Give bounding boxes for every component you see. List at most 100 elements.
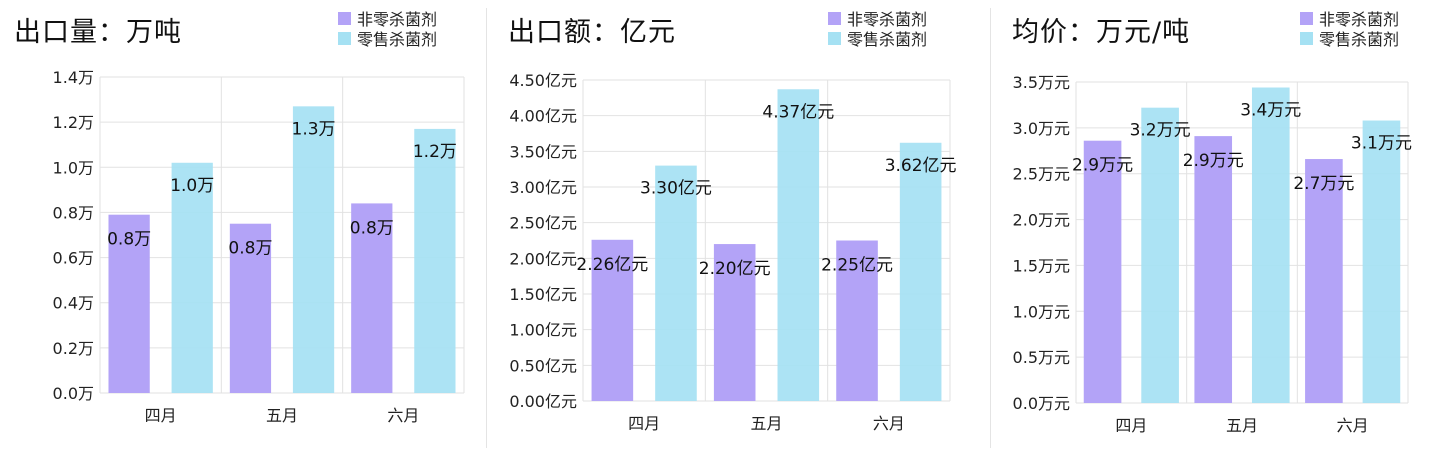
legend-swatch	[1300, 31, 1313, 45]
data-label: 3.30亿元	[640, 179, 712, 199]
bar-series-1	[777, 89, 820, 402]
legend: 非零杀菌剂 零售杀菌剂	[828, 8, 928, 49]
data-label: 2.25亿元	[821, 256, 893, 276]
bar-chart-export-value: 0.00亿元 0.50亿元 1.00亿元 1.50亿元 2.00亿元 2.50亿元 3.00…	[509, 71, 957, 433]
legend-item-series-1: 零售杀菌剂	[828, 28, 928, 49]
legend-item-series-0: 非零杀菌剂	[338, 8, 438, 29]
bar-series-0	[1305, 159, 1343, 403]
y-tick-label: 3.00亿元	[509, 178, 577, 197]
data-label: 3.1万元	[1351, 134, 1412, 154]
chart-panel-average-price: 均价：万元/吨 非零杀菌剂 零售杀菌剂 0.0万元 0.5万元 1.0万元 1.5万元…	[990, 0, 1442, 450]
chart-panel-export-volume: 出口量：万吨 非零杀菌剂 零售杀菌剂 0.0万 0.2万 0.4万 0.6万 0.8万 1…	[0, 0, 486, 450]
legend-label: 非零杀菌剂	[357, 10, 438, 29]
legend-swatch	[828, 31, 841, 45]
data-label: 1.3万	[292, 119, 336, 139]
y-tick-label: 1.0万元	[1013, 302, 1070, 321]
y-tick-label: 3.5万元	[1013, 73, 1070, 92]
chart-panel-export-value: 出口额：亿元 非零杀菌剂 零售杀菌剂 0.00亿元 0.50亿元 1.00亿元 1.5…	[486, 0, 990, 450]
data-label: 3.62亿元	[885, 156, 957, 176]
y-tick-label: 0.5万元	[1013, 348, 1070, 367]
y-tick-label: 2.50亿元	[509, 214, 577, 233]
y-tick-label: 4.50亿元	[509, 71, 577, 90]
data-label: 1.2万	[413, 142, 457, 162]
y-tick-label: 1.4万	[53, 68, 94, 87]
bar-series-1	[1362, 120, 1401, 404]
data-label: 4.37亿元	[762, 102, 834, 122]
legend-item-series-0: 非零杀菌剂	[1300, 8, 1400, 29]
data-label: 2.20亿元	[699, 259, 771, 279]
y-tick-label: 1.5万元	[1013, 256, 1070, 275]
y-tick-label: 1.0万	[53, 158, 94, 177]
legend-swatch	[1300, 11, 1313, 25]
data-label: 3.2万元	[1130, 121, 1191, 141]
chart-title: 出口额：亿元	[508, 17, 676, 48]
legend-label: 零售杀菌剂	[847, 30, 928, 49]
legend: 非零杀菌剂 零售杀菌剂	[1300, 8, 1400, 49]
y-tick-label: 3.0万元	[1013, 119, 1070, 138]
legend-label: 零售杀菌剂	[1319, 30, 1400, 49]
x-tick-label: 六月	[387, 406, 419, 425]
y-tick-label: 2.0万元	[1013, 211, 1070, 230]
x-tick-label: 六月	[1337, 416, 1369, 435]
data-label: 1.0万	[170, 176, 214, 196]
data-label: 2.9万元	[1072, 156, 1133, 176]
y-tick-label: 1.2万	[53, 113, 94, 132]
y-tick-label: 0.4万	[53, 294, 94, 313]
x-tick-label: 四月	[1115, 416, 1147, 435]
bar-series-0	[591, 239, 634, 401]
legend-label: 非零杀菌剂	[1319, 10, 1400, 29]
bar-series-1	[292, 106, 335, 393]
legend-label: 非零杀菌剂	[847, 10, 928, 29]
x-tick-label: 六月	[873, 414, 905, 433]
bar-series-0	[229, 223, 272, 393]
bar-series-0	[836, 240, 878, 401]
x-tick-label: 五月	[750, 414, 782, 433]
legend-item-series-0: 非零杀菌剂	[828, 8, 928, 29]
y-tick-label: 0.2万	[53, 339, 94, 358]
x-tick-label: 五月	[266, 406, 298, 425]
bar-series-0	[108, 214, 150, 393]
y-tick-label: 0.00亿元	[509, 392, 577, 411]
bar-series-1	[1141, 107, 1179, 404]
x-tick-label: 四月	[628, 414, 660, 433]
bar-series-1	[1251, 87, 1290, 403]
legend-item-series-1: 零售杀菌剂	[1300, 28, 1400, 49]
data-label: 0.8万	[350, 218, 394, 238]
legend-swatch	[338, 11, 351, 25]
panel-divider	[486, 8, 487, 448]
y-tick-label: 1.00亿元	[509, 321, 577, 340]
legend: 非零杀菌剂 零售杀菌剂	[338, 8, 438, 49]
bar-series-1	[414, 128, 456, 393]
data-label: 0.8万	[228, 239, 272, 259]
data-label: 2.9万元	[1183, 151, 1244, 171]
y-tick-label: 0.0万元	[1013, 394, 1070, 413]
y-tick-label: 0.0万	[53, 384, 94, 403]
bar-series-0	[1083, 140, 1122, 403]
legend-item-series-1: 零售杀菌剂	[338, 28, 438, 49]
chart-title: 均价：万元/吨	[1012, 17, 1191, 48]
legend-swatch	[828, 11, 841, 25]
chart-title: 出口量：万吨	[14, 17, 182, 48]
bar-series-0	[1194, 136, 1233, 403]
legend-swatch	[338, 31, 351, 45]
y-tick-label: 0.8万	[53, 203, 94, 222]
bar-series-0	[713, 244, 756, 401]
bar-series-1	[655, 165, 697, 401]
panel-divider	[990, 8, 991, 448]
data-label: 2.7万元	[1293, 174, 1354, 194]
bar-chart-average-price: 0.0万元 0.5万元 1.0万元 1.5万元 2.0万元 2.5万元 3.0万元 3.5万元…	[1013, 73, 1412, 435]
y-tick-label: 0.6万	[53, 249, 94, 268]
y-tick-label: 2.5万元	[1013, 165, 1070, 184]
bar-chart-export-volume: 0.0万 0.2万 0.4万 0.6万 0.8万 1.0万 1.2万 1.4万 0.8万 1.0万…	[53, 68, 465, 425]
bar-series-0	[351, 203, 393, 393]
data-label: 2.26亿元	[576, 255, 648, 275]
y-tick-label: 1.50亿元	[509, 285, 577, 304]
bar-series-1	[171, 162, 213, 393]
y-tick-label: 2.00亿元	[509, 249, 577, 268]
x-tick-label: 五月	[1226, 416, 1258, 435]
y-tick-label: 3.50亿元	[509, 142, 577, 161]
y-tick-label: 0.50亿元	[509, 356, 577, 375]
bar-series-1	[899, 142, 942, 402]
legend-label: 零售杀菌剂	[357, 30, 438, 49]
x-tick-label: 四月	[145, 406, 177, 425]
